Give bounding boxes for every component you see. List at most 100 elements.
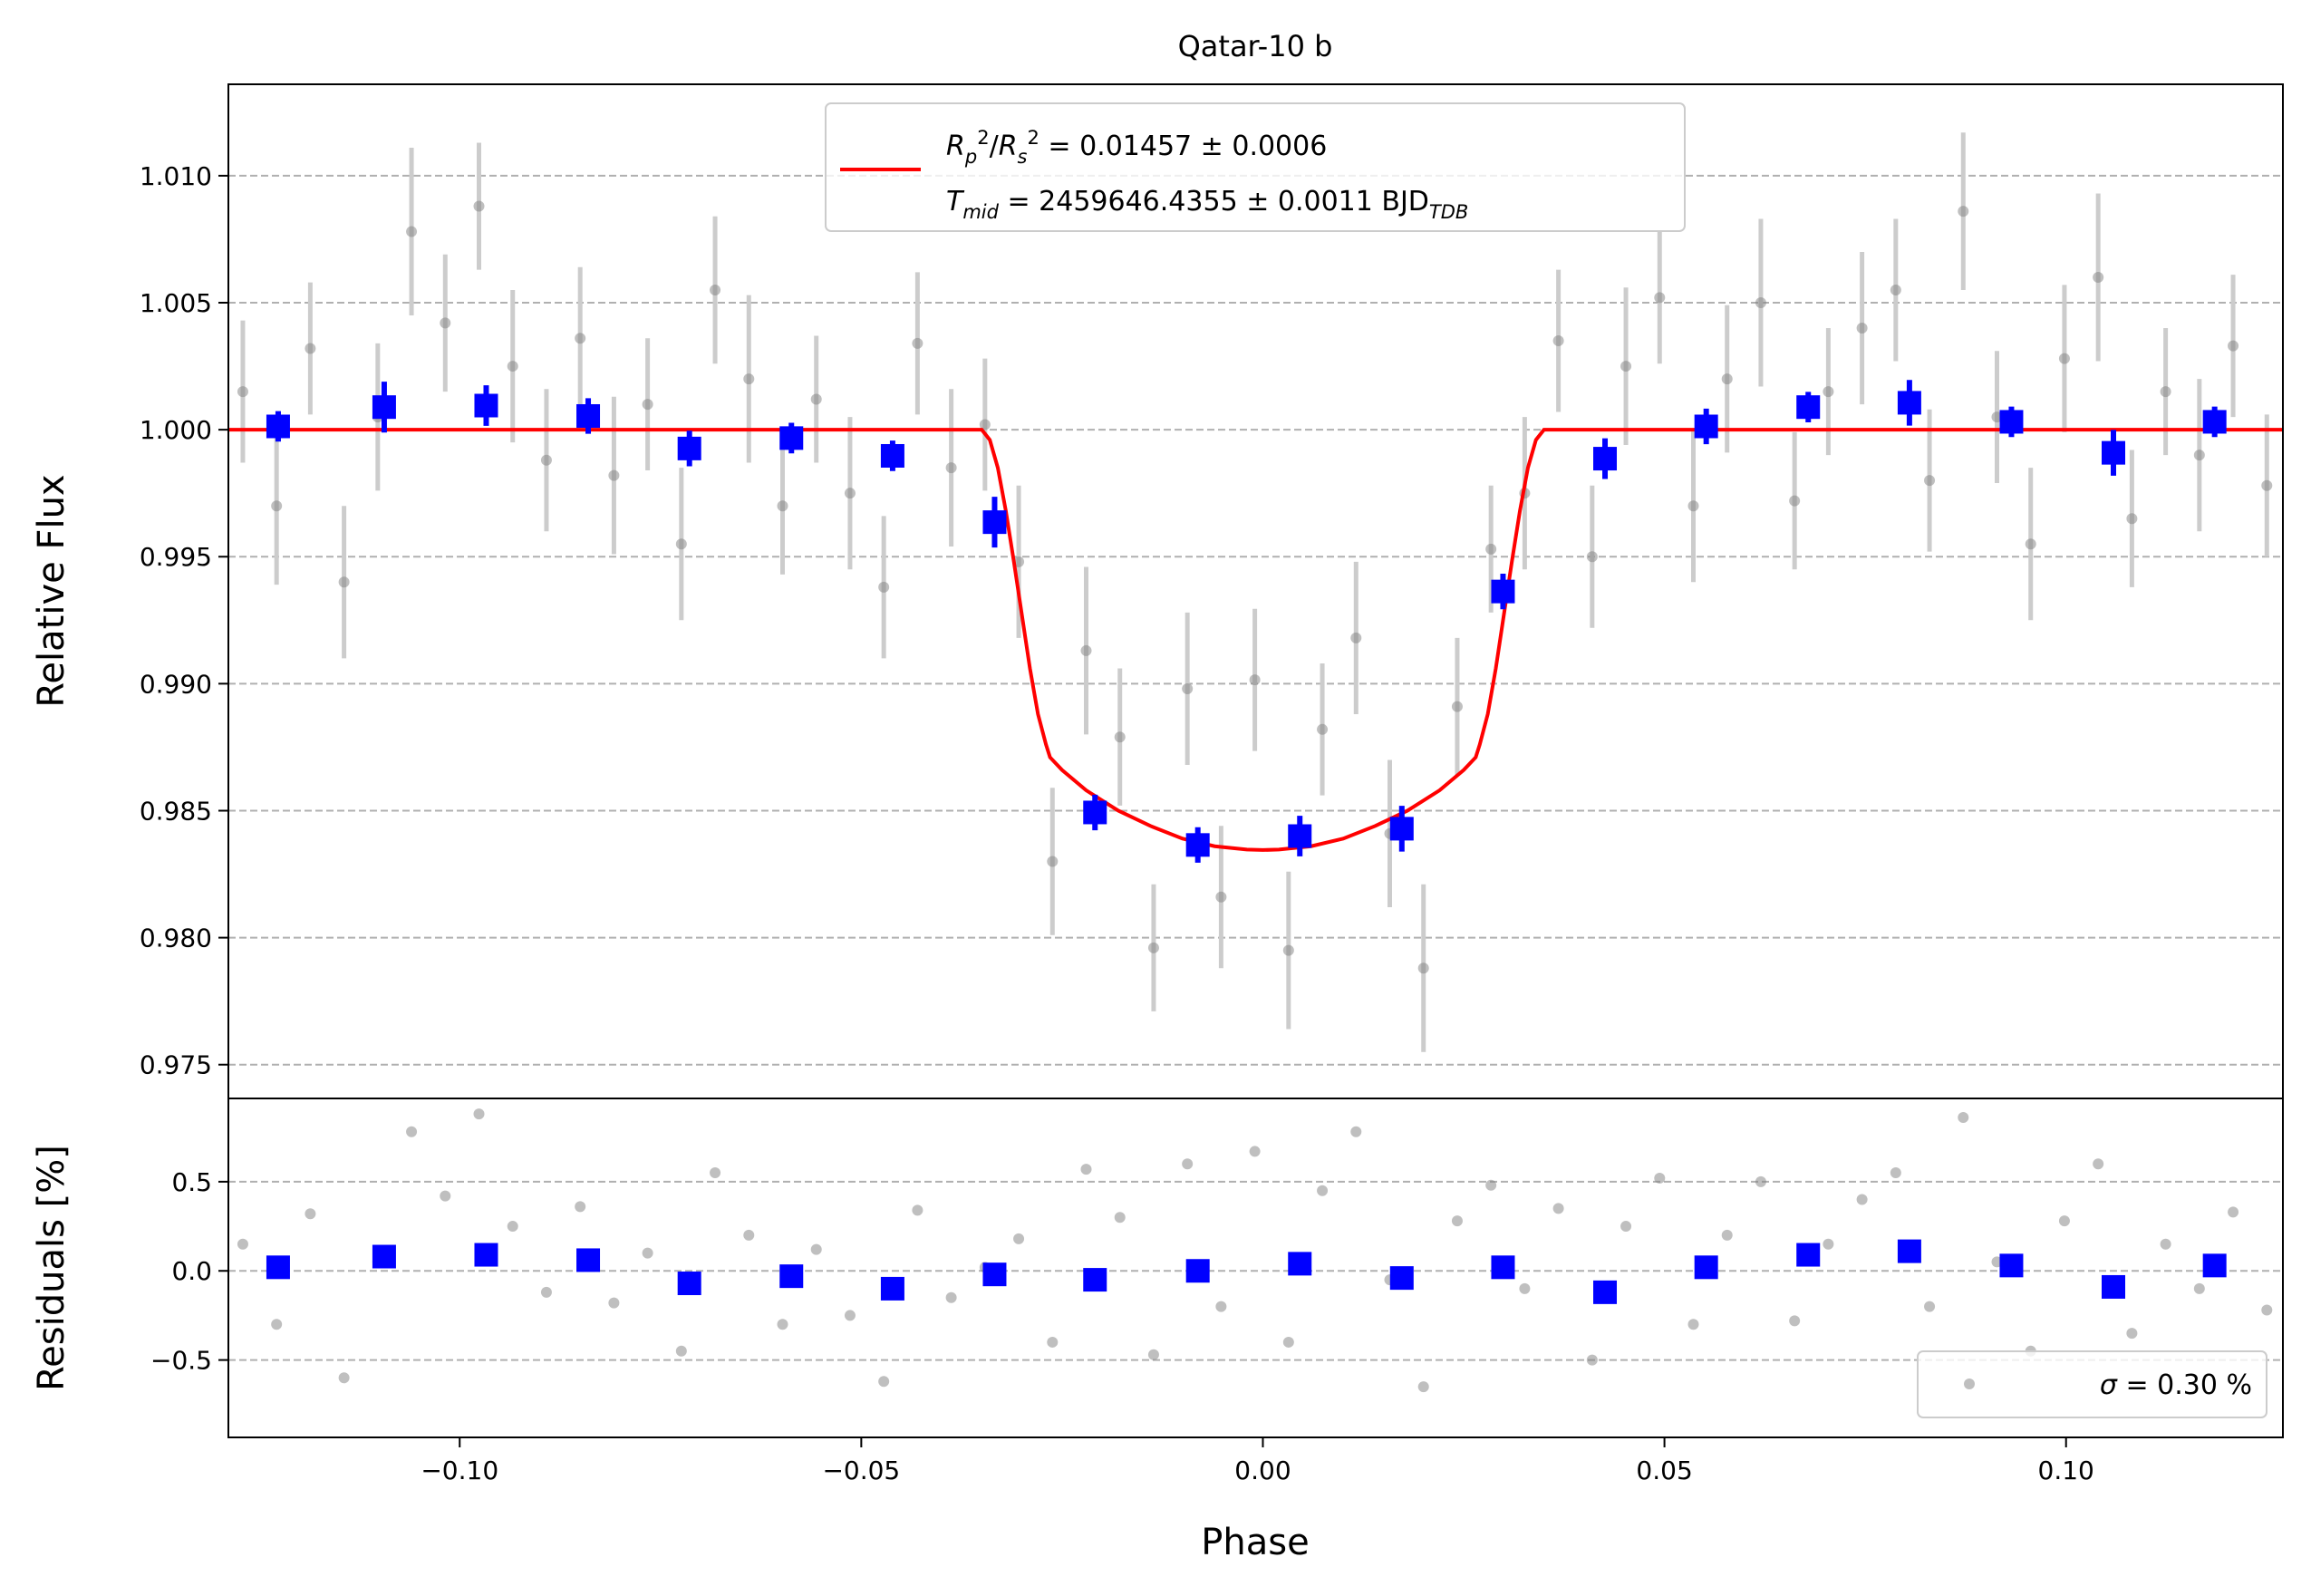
binned-point: [576, 403, 601, 428]
data-point: [1958, 206, 1969, 218]
data-point: [2228, 1206, 2239, 1218]
legend-box: [1917, 1350, 2267, 1418]
data-point: [2160, 386, 2171, 398]
data-point: [608, 1297, 620, 1309]
binned-point: [1593, 1280, 1618, 1304]
data-point: [473, 1108, 485, 1120]
data-point: [1013, 1233, 1025, 1244]
data-point: [473, 200, 485, 212]
data-point: [2093, 271, 2104, 283]
data-point: [608, 469, 620, 481]
data-point: [575, 333, 586, 344]
data-point: [1114, 1212, 1126, 1224]
data-point: [1485, 1179, 1497, 1191]
legend-text: σ = 0.30 %: [2100, 1369, 2252, 1401]
binned-point: [1796, 395, 1821, 420]
data-point: [810, 1243, 822, 1255]
binned-point: [880, 1276, 904, 1301]
binned-point: [1083, 800, 1107, 825]
data-point: [945, 462, 957, 474]
binned-point: [779, 426, 804, 450]
data-point: [406, 226, 418, 237]
data-point: [2025, 538, 2036, 550]
legend-part: = 0.30 %: [2117, 1369, 2252, 1401]
x-tick-label: 0.10: [2038, 1456, 2094, 1485]
data-point: [878, 581, 890, 593]
data-point: [338, 1372, 350, 1384]
data-point: [1654, 1172, 1666, 1184]
data-point: [2058, 353, 2070, 364]
data-point: [912, 1204, 923, 1216]
data-point: [642, 399, 653, 411]
data-point: [810, 393, 822, 405]
data-point: [2093, 1158, 2104, 1170]
data-point: [675, 538, 687, 550]
data-point: [1317, 723, 1329, 735]
data-point: [1047, 856, 1059, 867]
data-point: [1350, 1126, 1362, 1137]
data-point: [777, 500, 788, 512]
data-point: [1789, 495, 1801, 507]
binned-point: [1897, 391, 1921, 415]
y-tick-label: 0.5: [171, 1167, 212, 1197]
binned-point: [1999, 1253, 2024, 1278]
binned-point: [2202, 410, 2227, 434]
legend-part: TDB: [1429, 201, 1468, 223]
data-point: [1823, 386, 1834, 398]
data-point: [1755, 297, 1766, 309]
legend-text: Tmid = 2459646.4355 ± 0.0011 BJDTDB: [946, 186, 1468, 223]
data-point: [1317, 1185, 1329, 1196]
legend-part: p: [964, 146, 977, 168]
binned-point: [982, 1262, 1007, 1287]
data-point: [305, 1208, 316, 1220]
data-point: [1350, 632, 1362, 643]
data-point: [237, 386, 248, 398]
data-point: [979, 419, 991, 430]
binned-point: [2202, 1253, 2227, 1278]
data-point: [2058, 1215, 2070, 1227]
data-point: [575, 1201, 586, 1213]
data-point: [1721, 1229, 1733, 1241]
data-point: [1114, 731, 1126, 743]
y-tick-label: 0.985: [140, 796, 212, 826]
legend-part: 2: [1028, 127, 1039, 149]
y-tick-label: −0.5: [150, 1346, 212, 1376]
binned-point: [1796, 1243, 1821, 1267]
data-point: [2193, 1282, 2205, 1294]
data-point: [305, 343, 316, 354]
binned-point: [474, 1243, 498, 1267]
data-point: [1182, 1158, 1194, 1170]
data-point: [1755, 1175, 1766, 1187]
data-point: [912, 337, 923, 349]
data-point: [271, 1319, 283, 1330]
data-point: [1417, 1381, 1429, 1393]
axes-frame: [227, 1098, 2284, 1438]
data-point: [1249, 674, 1261, 686]
binned-point: [266, 414, 290, 439]
y-tick-label: 1.000: [140, 415, 212, 445]
legend-part: = 2459646.4355 ± 0.0011 BJD: [999, 186, 1429, 218]
binned-point: [1389, 817, 1414, 841]
data-point: [440, 317, 451, 329]
data-point: [1451, 701, 1463, 712]
x-tick-label: −0.10: [421, 1456, 498, 1485]
data-point: [743, 373, 755, 385]
data-point: [237, 1238, 248, 1250]
data-point: [1552, 335, 1564, 347]
legend-part: = 0.01457 ± 0.0006: [1039, 131, 1327, 162]
data-point: [1924, 1301, 1936, 1312]
legend-marker: [1964, 1378, 1975, 1389]
binned-point: [372, 395, 396, 420]
axes-frame: [227, 83, 2284, 1099]
data-point: [1147, 1349, 1159, 1360]
data-point: [1687, 1319, 1699, 1330]
y-tick-label: 0.980: [140, 924, 212, 953]
binned-point: [1999, 410, 2024, 434]
legend-part: T: [946, 186, 965, 218]
data-point: [2228, 340, 2239, 352]
data-point: [1451, 1215, 1463, 1227]
data-point: [1282, 944, 1294, 956]
data-point: [844, 488, 856, 499]
data-point: [507, 361, 518, 372]
